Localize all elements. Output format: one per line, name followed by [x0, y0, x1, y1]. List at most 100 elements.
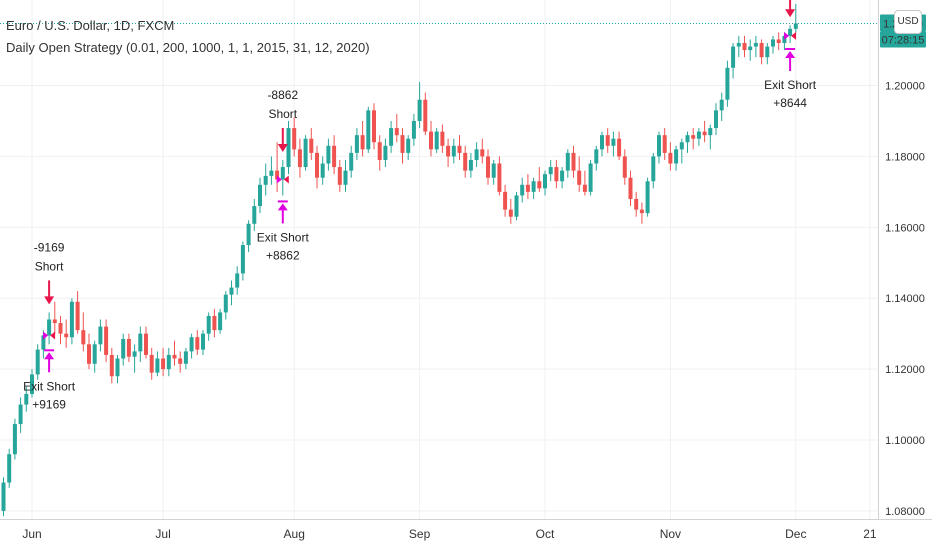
price-tick-label: 1.18000 [885, 151, 925, 163]
exit-arrow-icon [44, 352, 55, 360]
entry-marker-icon [276, 175, 282, 184]
candle-body [269, 170, 274, 176]
price-axis[interactable]: 1.08000 1.10000 1.12000 1.14000 1.16000 1.180… [885, 81, 925, 518]
candle-body [480, 149, 485, 157]
candle-body [138, 333, 143, 352]
candle-body [463, 152, 468, 171]
candle-body [588, 163, 593, 192]
candle-body [121, 338, 126, 359]
time-tick-label: Dec [785, 527, 806, 541]
candle-body [366, 110, 371, 150]
entry-marker-icon [43, 331, 49, 340]
candles-group [1, 4, 798, 517]
candle-body [7, 454, 12, 483]
short-pnl-label: -8862 [267, 88, 298, 102]
exit-marker-icon [50, 331, 56, 340]
candle-body [788, 28, 793, 36]
candle-body [565, 152, 570, 171]
candle-body [560, 170, 565, 182]
annotations-group: -9169 Short Exit Short +9169 -8862 Short Exit … [23, 0, 817, 411]
candle-body [736, 42, 741, 47]
candle-body [446, 145, 451, 157]
short-signal-label: Short [268, 107, 297, 121]
candle-body [30, 374, 34, 394]
candle-body [189, 337, 194, 352]
candle-body [537, 181, 542, 189]
candle-body [155, 358, 160, 373]
candle-body [406, 138, 411, 153]
time-tick-label: Jun [22, 527, 41, 541]
time-tick-label: Jul [155, 527, 170, 541]
candle-body [531, 181, 536, 192]
candle-body [771, 39, 775, 47]
candle-body [628, 177, 633, 199]
candle-body [149, 354, 154, 373]
candle-body [360, 135, 365, 150]
candle-body [87, 344, 91, 364]
candle-body [548, 167, 553, 175]
exit-pnl-label: +8862 [266, 248, 300, 262]
candle-body [337, 167, 342, 185]
candle-body [400, 135, 405, 153]
candle-body [411, 120, 416, 139]
candle-body [212, 315, 217, 331]
candle-body [725, 67, 730, 100]
candle-body [605, 135, 610, 146]
exit-marker-icon [791, 31, 797, 40]
candle-body [81, 330, 86, 345]
candle-body [622, 156, 627, 178]
candle-body [503, 191, 508, 210]
time-tick-label: Sep [409, 527, 431, 541]
exit-signal-label: Exit Short [23, 379, 76, 393]
candle-body [183, 351, 188, 364]
candle-body [132, 351, 137, 357]
candle-body [98, 326, 103, 345]
price-tick-label: 1.16000 [885, 222, 925, 234]
time-tick-label: Oct [536, 527, 555, 541]
candle-body [674, 149, 679, 164]
candle-body [178, 358, 183, 364]
candle-body [309, 138, 314, 153]
candle-body [639, 209, 644, 214]
candle-body [554, 167, 559, 182]
candle-body [258, 184, 262, 207]
price-tick-label: 1.14000 [885, 293, 925, 305]
candle-body [434, 131, 439, 150]
candle-body [303, 138, 308, 168]
candle-body [41, 335, 46, 350]
candle-body [662, 135, 667, 153]
entry-marker-icon [784, 31, 790, 40]
time-axis[interactable]: Jun Jul Aug Sep Oct Nov Dec 21 [22, 527, 877, 541]
candle-body [508, 209, 513, 217]
candle-body [497, 163, 502, 192]
candle-body [229, 287, 234, 295]
candle-body [793, 23, 798, 29]
candle-body [235, 273, 240, 288]
candle-body [577, 170, 582, 185]
candle-body [18, 404, 23, 425]
candle-body [252, 206, 257, 224]
short-arrow-icon [44, 296, 55, 305]
exit-signal-label: Exit Short [257, 230, 310, 244]
currency-badge[interactable]: USD [894, 10, 922, 34]
exit-pnl-label: +8644 [773, 96, 807, 110]
candle-body [571, 152, 576, 171]
candle-body [166, 354, 171, 370]
short-arrow-icon [277, 143, 288, 152]
candle-body [58, 323, 63, 334]
candle-body [126, 338, 131, 357]
candle-body [263, 175, 268, 185]
candle-body [144, 333, 148, 355]
time-tick-label: Nov [660, 527, 681, 541]
candle-body [753, 42, 758, 47]
symbol-title[interactable]: Euro / U.S. Dollar, 1D, FXCM [6, 18, 174, 33]
candle-body [679, 142, 684, 150]
candle-body [742, 42, 747, 51]
grid-lines [0, 0, 878, 519]
candle-body [429, 131, 433, 150]
candle-body [223, 294, 228, 313]
strategy-label[interactable]: Daily Open Strategy (0.01, 200, 1000, 1,… [6, 40, 370, 55]
candle-body [315, 152, 319, 178]
